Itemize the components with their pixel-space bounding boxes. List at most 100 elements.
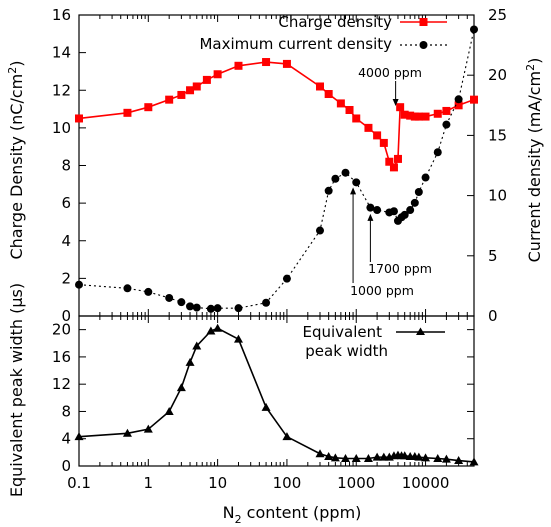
charge-density-point	[213, 70, 222, 79]
peak-width-point	[206, 326, 216, 335]
peak-width-point	[324, 451, 334, 460]
charge-density-point	[123, 108, 132, 117]
left-y-tick-label: 16	[52, 6, 71, 24]
charge-density-point	[186, 86, 195, 95]
bottom-plot-frame	[78, 315, 475, 467]
charge-density-point	[396, 103, 405, 112]
annotation-4000ppm: 4000 ppm	[358, 65, 422, 80]
peak-width-point	[400, 451, 410, 460]
left-y-tick-label: 2	[61, 269, 71, 287]
charge-density-point	[406, 111, 415, 120]
legend-peak-width-label-line1: Equivalent	[302, 323, 382, 341]
current-density-point	[341, 168, 350, 177]
bottom-y-tick-label: 16	[52, 348, 71, 366]
x-tick-label: 1	[144, 474, 154, 492]
current-density-point	[186, 302, 195, 311]
annotation-1000ppm: 1000 ppm	[350, 283, 414, 298]
current-density-point	[324, 186, 333, 195]
charge-density-point	[433, 109, 442, 118]
peak-width-line	[78, 327, 475, 463]
right-y-tick-label: 0	[488, 307, 498, 325]
current-density-point	[165, 293, 174, 302]
x-tick-label: 1000	[337, 474, 375, 492]
charge-density-point	[177, 90, 186, 99]
current-density-point	[442, 120, 451, 129]
current-density-point	[206, 304, 215, 313]
current-density-point	[433, 148, 442, 157]
current-density-point	[373, 206, 382, 215]
current-density-point	[144, 287, 153, 296]
left-y-axis-label: Charge Density (nC/cm2)	[6, 61, 26, 260]
legend-peak-width-label-line2: peak width	[305, 342, 388, 360]
current-density-point	[454, 95, 463, 104]
right-y-tick-label: 10	[488, 187, 507, 205]
legend-top: Charge density Maximum current density	[199, 13, 447, 53]
charge-density-point	[410, 112, 419, 121]
charge-density-point	[470, 95, 478, 104]
charge-density-point	[385, 157, 394, 166]
peak-width-point	[414, 452, 424, 461]
charge-density-point	[234, 61, 243, 70]
right-y-tick-label: 15	[488, 126, 507, 144]
current-density-point	[316, 226, 325, 235]
peak-width-point	[176, 383, 186, 392]
charge-density-point	[454, 101, 463, 110]
peak-width-point	[185, 357, 195, 366]
charge-density-point	[414, 112, 423, 121]
left-y-tick-label: 8	[61, 157, 71, 175]
peak-width-point	[122, 428, 132, 437]
right-y-tick-label: 20	[488, 66, 507, 84]
right-y-axis-label: Current density (mA/cm2)	[524, 58, 544, 263]
bottom-plot: 0.1 1 10 100 1000 10000 0 4 8 12 16 20	[52, 315, 479, 492]
charge-density-point	[345, 106, 354, 115]
x-axis-label: N2 content (ppm)	[223, 503, 362, 526]
current-density-point	[366, 203, 375, 212]
peak-width-point	[341, 454, 351, 462]
peak-width-point	[433, 454, 443, 462]
peak-width-point	[164, 406, 174, 415]
current-density-point	[352, 178, 361, 187]
x-tick-label: 100	[273, 474, 302, 492]
left-y-tick-label: 12	[52, 81, 71, 99]
bottom-y-tick-label: 4	[61, 430, 71, 448]
right-y-tick-label: 25	[488, 6, 507, 24]
top-plot: 2 4 6 8 10 12 14 16 0 0 5 10 15 20 25	[52, 6, 507, 325]
charge-density-point	[324, 90, 333, 99]
charge-density-point	[373, 131, 382, 140]
x-tick-label: 0.1	[67, 474, 91, 492]
charge-density-point	[393, 154, 402, 163]
bottom-y-tick-label: 12	[52, 375, 71, 393]
peak-width-point	[421, 453, 431, 462]
charge-density-point	[352, 114, 361, 123]
left-y-tick-label: 4	[61, 232, 71, 250]
peak-width-point	[261, 402, 271, 411]
peak-width-point	[469, 457, 479, 466]
peak-width-point	[330, 453, 340, 462]
charge-density-point	[165, 95, 174, 104]
bottom-y-tick-label: 8	[61, 402, 71, 420]
legend-peak-width-marker	[416, 327, 425, 335]
charge-density-point	[316, 82, 325, 91]
peak-width-point	[363, 454, 373, 462]
left-y-tick-label: 0	[61, 307, 71, 325]
charge-density-point	[364, 123, 373, 132]
current-density-point	[400, 210, 409, 219]
peak-width-point	[74, 432, 84, 441]
charge-density-point	[442, 106, 451, 115]
charge-density-point	[282, 59, 291, 68]
legend-charge-density-marker	[419, 18, 428, 26]
legend-bottom: Equivalent peak width	[302, 323, 445, 360]
peak-width-point	[441, 454, 451, 463]
bottom-y-axis-label: Equivalent peak width (µs)	[7, 283, 26, 497]
legend-current-density-marker	[419, 41, 428, 49]
x-tick-label: 10000	[402, 474, 450, 492]
current-density-point	[389, 207, 398, 216]
charge-density-point	[336, 99, 345, 108]
charge-density-point	[202, 75, 211, 84]
current-density-point	[414, 187, 423, 196]
peak-width-point	[454, 456, 464, 465]
bottom-y-tick-label: 0	[61, 457, 71, 475]
charge-density-point	[421, 112, 430, 121]
current-density-point	[282, 274, 291, 283]
